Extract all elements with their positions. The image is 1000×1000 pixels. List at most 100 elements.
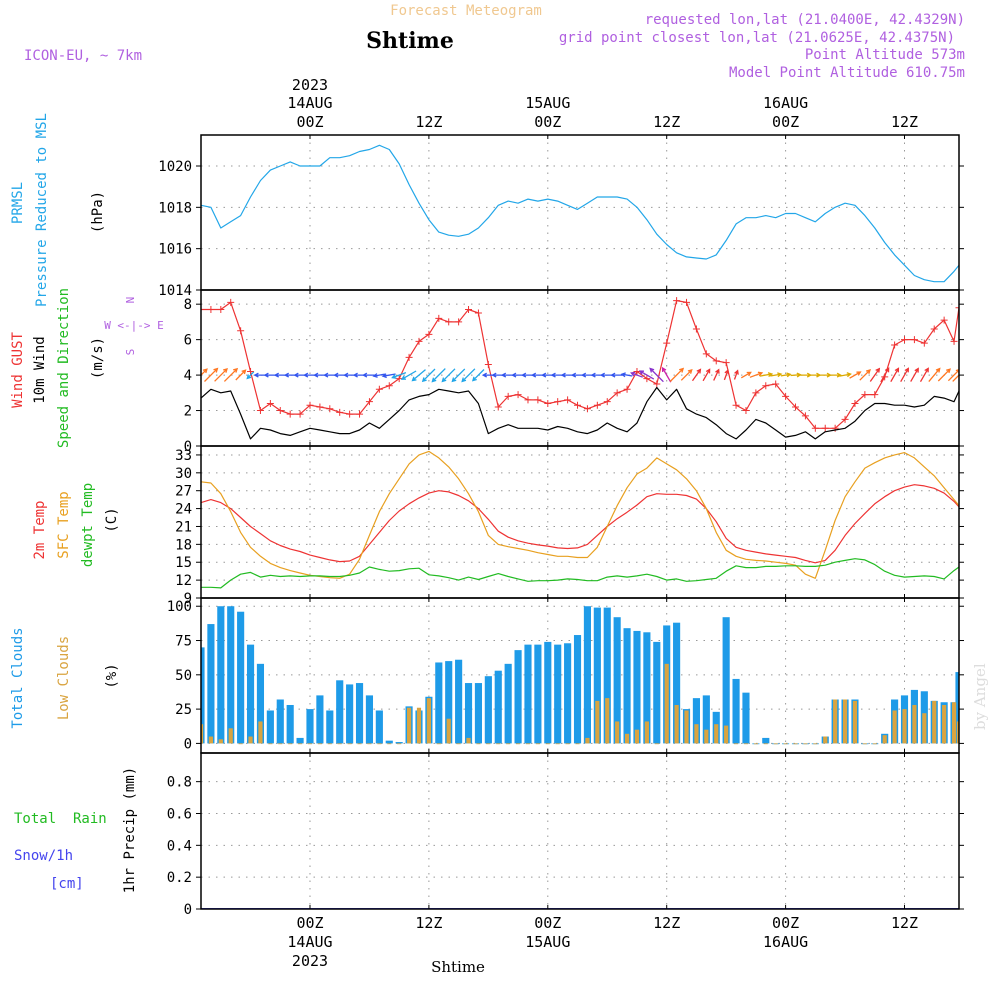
bar-total-clouds	[474, 683, 483, 744]
gust-marker	[445, 318, 453, 326]
label-total-clouds: Total Clouds	[10, 627, 26, 728]
gust-marker	[346, 410, 354, 418]
bar-low-clouds	[218, 739, 223, 744]
top-day-label: 16AUG	[763, 94, 808, 112]
top-day-label: 14AUG	[287, 94, 332, 112]
gust-marker	[920, 339, 928, 347]
bar-total-clouds	[217, 606, 225, 744]
bar-low-clouds	[387, 743, 392, 745]
gust-marker	[633, 368, 641, 376]
ytick-label-temp: 27	[175, 484, 192, 500]
bottom-time-label: 12Z	[891, 914, 918, 932]
wind-direction-arrow	[620, 372, 633, 378]
bar-total-clouds	[346, 684, 354, 744]
bar-total-clouds	[227, 606, 235, 744]
gust-marker	[326, 405, 334, 413]
bar-total-clouds	[246, 644, 255, 744]
gust-marker	[955, 304, 959, 312]
gust-marker	[782, 392, 790, 400]
series-line-10m-wind	[201, 386, 959, 440]
bottom-day-label: 16AUG	[763, 933, 808, 951]
wind-direction-arrow	[910, 367, 919, 382]
ytick-label-clouds: 0	[184, 736, 192, 752]
label-pressure-msl: Pressure Reduced to MSL	[34, 113, 50, 307]
gust-marker	[465, 306, 473, 313]
bar-low-clouds	[357, 743, 362, 745]
footer-location: Shtime	[431, 958, 485, 976]
label-low-clouds: Low Clouds	[56, 636, 72, 720]
bar-low-clouds	[674, 704, 679, 744]
gust-marker	[286, 410, 294, 418]
gust-marker	[801, 412, 809, 420]
gust-marker	[534, 396, 542, 404]
bar-low-clouds	[654, 743, 659, 745]
bar-total-clouds	[643, 632, 651, 744]
requested-lonlat: requested lon,lat (21.0400E, 42.4329N)	[645, 12, 965, 28]
bar-low-clouds	[575, 743, 580, 745]
gust-marker	[256, 407, 264, 415]
gust-marker	[613, 389, 621, 397]
bar-total-clouds	[653, 641, 661, 744]
bar-total-clouds	[603, 607, 611, 744]
wind-direction-arrow	[820, 372, 832, 378]
bar-low-clouds	[743, 743, 749, 745]
wind-direction-arrow	[214, 367, 228, 382]
gust-marker	[772, 380, 780, 388]
bar-low-clouds	[684, 710, 689, 744]
wind-direction-arrow	[471, 369, 485, 382]
ytick-label-clouds: 100	[167, 599, 192, 615]
gust-marker	[217, 306, 225, 313]
ytick-label-precip: 0.8	[167, 775, 192, 791]
bar-total-clouds	[732, 678, 740, 744]
bar-low-clouds	[377, 743, 382, 745]
gust-marker	[316, 403, 324, 411]
gust-marker	[910, 336, 918, 344]
bar-total-clouds	[385, 740, 393, 744]
unit-precip: 1hr Precip (mm)	[122, 767, 138, 893]
bar-total-clouds	[554, 644, 562, 744]
bar-low-clouds	[872, 743, 877, 745]
bar-low-clouds	[436, 743, 441, 745]
unit-hpa: (hPa)	[90, 191, 106, 233]
ytick-label-pressure: 1016	[158, 242, 192, 258]
ytick-label-precip: 0.6	[167, 806, 192, 822]
gust-marker	[702, 350, 710, 358]
wind-direction-arrow	[880, 367, 890, 383]
wind-direction-arrow	[800, 372, 813, 378]
gust-marker	[405, 353, 413, 361]
gust-marker	[593, 401, 601, 409]
gust-marker	[356, 410, 364, 418]
bar-total-clouds	[573, 635, 582, 744]
bar-low-clouds	[902, 709, 907, 744]
bar-low-clouds	[942, 704, 947, 744]
plot-area-pressure	[201, 135, 959, 290]
bar-total-clouds	[237, 611, 245, 744]
bar-low-clouds	[644, 721, 649, 744]
ytick-label-temp: 9	[184, 591, 192, 607]
compass-north: N	[124, 297, 137, 304]
wind-direction-arrow	[381, 373, 396, 379]
bar-total-clouds	[514, 650, 522, 744]
point-altitude: Point Altitude 573m	[805, 47, 965, 63]
bar-low-clouds	[852, 700, 858, 744]
label-10m-wind: 10m Wind	[32, 336, 48, 403]
label-total-rain: Total Rain	[14, 811, 107, 827]
bar-low-clouds	[624, 733, 630, 744]
model-label: ICON-EU, ~ 7km	[24, 48, 142, 64]
plot-area-clouds	[201, 598, 959, 753]
plot-area-temp	[201, 446, 959, 598]
wind-direction-arrow	[431, 368, 446, 383]
ytick-label-clouds: 50	[175, 668, 192, 684]
bar-low-clouds	[753, 743, 758, 745]
ytick-label-clouds: 75	[175, 634, 192, 650]
ytick-label-clouds: 25	[175, 702, 192, 718]
plot-layer: 1014101610181020024689121518212427303302…	[158, 76, 964, 970]
bar-low-clouds	[724, 725, 729, 744]
wind-direction-arrow	[713, 368, 720, 381]
plot-area-precip	[201, 753, 959, 909]
gust-marker	[425, 330, 433, 338]
gust-marker	[712, 357, 720, 365]
bar-total-clouds	[593, 607, 601, 744]
gust-marker	[336, 408, 344, 416]
